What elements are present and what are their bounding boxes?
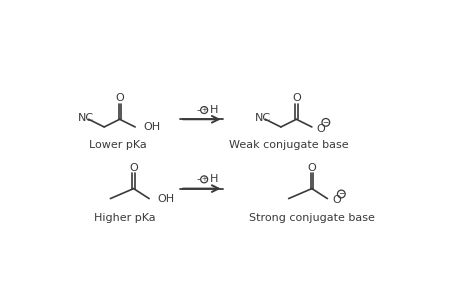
Text: Strong conjugate base: Strong conjugate base [249,213,375,223]
Text: Weak conjugate base: Weak conjugate base [229,140,348,150]
Text: Higher pKa: Higher pKa [93,213,155,223]
Text: OH: OH [143,122,160,132]
Text: −: − [323,118,329,127]
Text: −: − [338,189,344,198]
Text: H: H [210,174,218,184]
Text: OH: OH [157,194,174,203]
Text: NC: NC [78,113,94,123]
Text: +: + [201,176,207,182]
Text: O: O [115,94,124,104]
Text: O: O [317,123,325,134]
Text: O: O [308,163,316,173]
Text: O: O [129,163,138,173]
Text: -: - [196,105,200,115]
Text: -: - [196,174,200,184]
Text: NC: NC [255,113,271,123]
Text: +: + [201,107,207,113]
Text: O: O [292,94,301,104]
Text: Lower pKa: Lower pKa [89,140,147,150]
Text: H: H [210,105,218,115]
Text: O: O [332,195,341,205]
